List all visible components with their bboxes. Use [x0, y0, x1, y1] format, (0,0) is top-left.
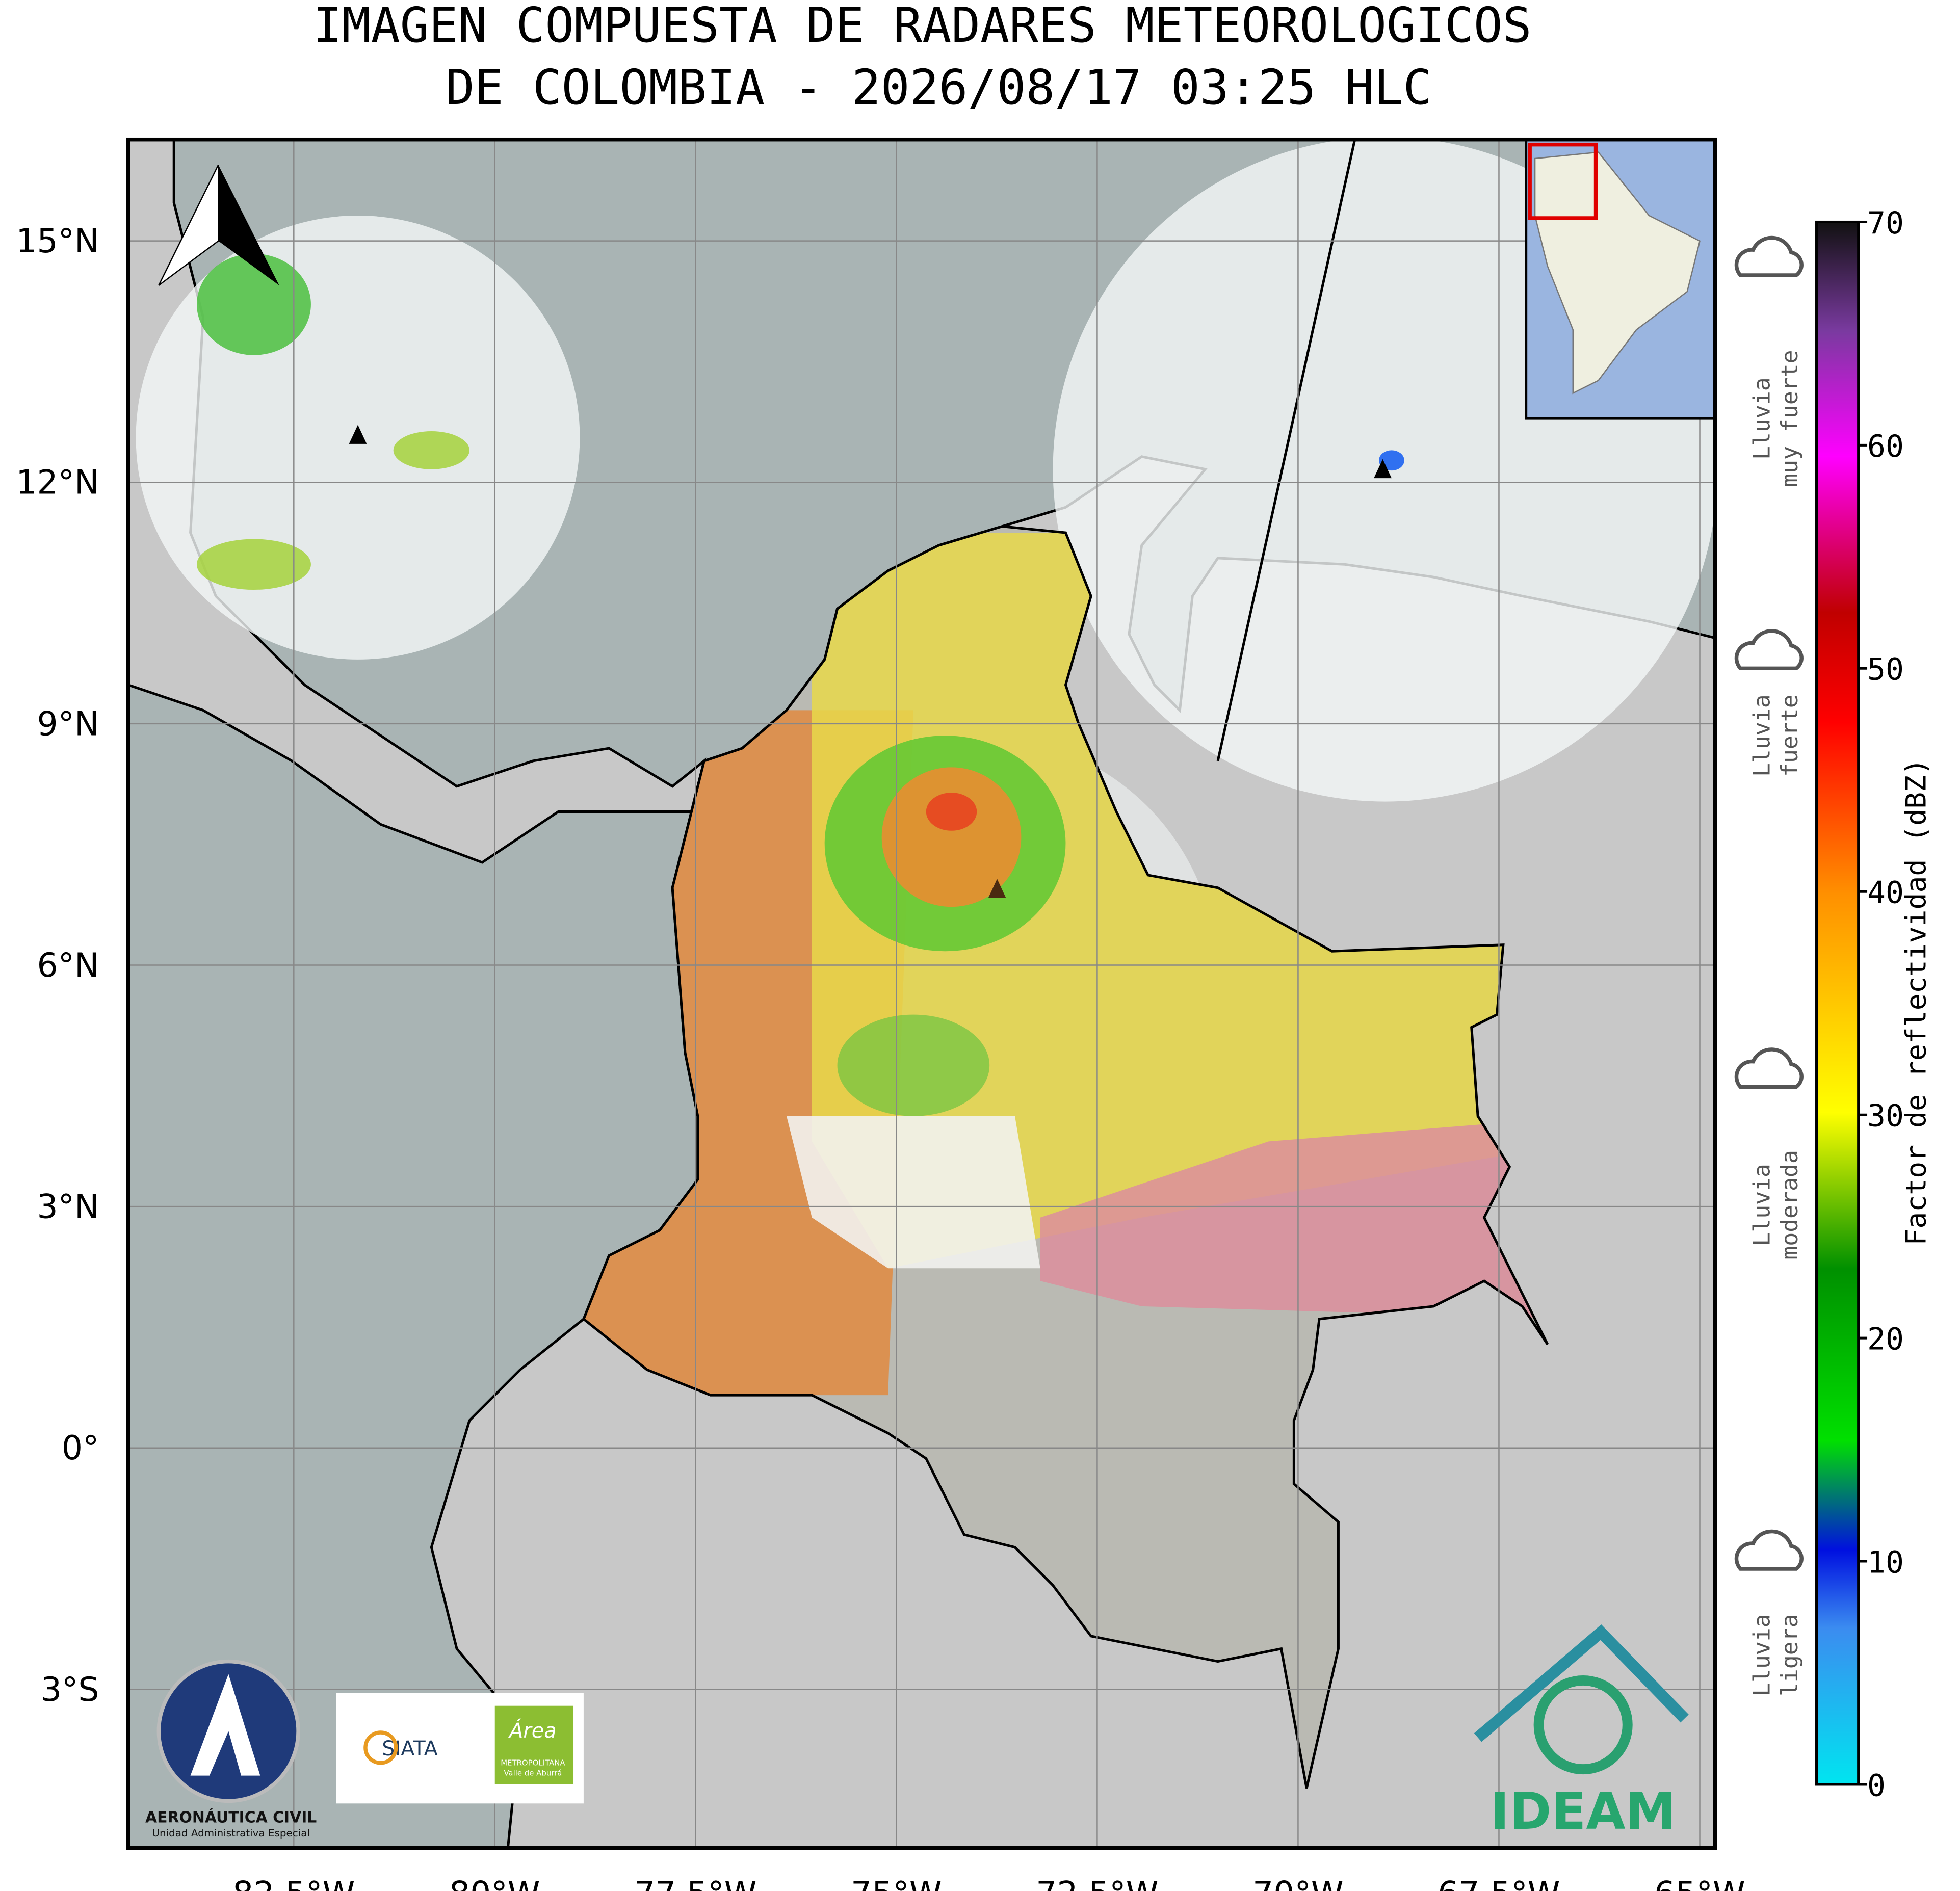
logo-text: IDEAM: [1491, 1782, 1676, 1841]
x-tick-label: 70°W: [1252, 1875, 1344, 1891]
logo-text: AERONÁUTICA CIVIL: [145, 1808, 317, 1827]
y-tick-label: 3°S: [41, 1671, 99, 1709]
radar-site: [349, 425, 367, 444]
rain-icon: [1734, 235, 1804, 277]
x-tick-label: 80°W: [449, 1875, 540, 1891]
colorbar: [1815, 220, 1860, 1786]
area-logo: [494, 1705, 574, 1784]
legend-text: fuerte: [1776, 694, 1803, 777]
legend-text: moderada: [1776, 1150, 1803, 1260]
logo-text: SIATA: [382, 1737, 438, 1761]
colorbar-tick-label: 30: [1867, 1099, 1904, 1134]
colombia-border: [582, 525, 1549, 1789]
colorbar-tick-label: 70: [1867, 206, 1904, 241]
logo-text: Valle de Aburrá: [504, 1769, 562, 1778]
rain-echo: [196, 539, 311, 590]
x-tick-label: 75°W: [851, 1875, 942, 1891]
x-tick-label: 72.5°W: [1036, 1875, 1158, 1891]
rain-echo: [837, 1014, 990, 1116]
graticule: [128, 139, 1715, 1848]
ideam-logo: [1474, 1624, 1689, 1742]
logo-text: Unidad Administrativa Especial: [152, 1827, 309, 1839]
rain-echo: [881, 767, 1022, 907]
rain-icon: [1734, 1047, 1804, 1089]
legend-text: Lluvia: [1748, 694, 1775, 777]
legend-text: Lluvia: [1748, 1164, 1775, 1246]
y-tick-label: 9°N: [37, 705, 99, 743]
colorbar-tick-label: 60: [1867, 429, 1904, 464]
y-tick-label: 0°: [62, 1429, 99, 1467]
rain-echo: [926, 793, 977, 831]
legend-text: Lluvia: [1748, 1614, 1775, 1696]
colorbar-label: Factor de reflectividad (dBZ): [1900, 758, 1932, 1246]
radar-site: [988, 879, 1006, 898]
inset-continent: [1534, 151, 1701, 395]
inset-extent: [1528, 142, 1598, 220]
title-line: DE COLOMBIA - 2026/08/17 03:25 HLC: [446, 60, 1432, 116]
x-tick-label: 77.5°W: [634, 1875, 756, 1891]
map-frame: [126, 137, 1717, 1850]
rain-echo: [393, 431, 469, 469]
radar-site: [1374, 459, 1392, 479]
legend-text: ligera: [1776, 1614, 1803, 1696]
siata-logo: [363, 1730, 398, 1765]
y-tick-label: 3°N: [37, 1188, 99, 1226]
region: [1040, 1116, 1548, 1319]
logo-text: METROPOLITANA: [501, 1758, 565, 1768]
colorbar-tick-label: 40: [1867, 876, 1904, 911]
title-line: IMAGEN COMPUESTA DE RADARES METEOROLOGIC…: [313, 0, 1532, 54]
colorbar-tick-label: 20: [1867, 1322, 1904, 1357]
region: [812, 533, 1548, 1269]
logo-text: Área: [508, 1719, 556, 1743]
colorbar-tick-label: 50: [1867, 652, 1904, 688]
aerocivil-logo: [190, 1674, 260, 1776]
rain-icon: [1734, 629, 1804, 671]
x-tick-label: 82.5°W: [232, 1875, 355, 1891]
rain-icon: [1734, 1529, 1804, 1571]
region: [787, 1116, 1040, 1269]
legend-text: muy fuerte: [1776, 350, 1803, 487]
x-tick-label: 65°W: [1654, 1875, 1745, 1891]
maritime-border: [1216, 139, 1356, 761]
colorbar-tick-label: 0: [1867, 1768, 1886, 1803]
y-tick-label: 12°N: [16, 464, 99, 502]
colorbar-tick-label: 10: [1867, 1545, 1904, 1580]
legend-text: Lluvia: [1748, 377, 1775, 460]
map: [128, 139, 1715, 1848]
x-tick-label: 67.5°W: [1438, 1875, 1560, 1891]
y-tick-label: 6°N: [37, 947, 99, 985]
rain-echo: [196, 253, 311, 355]
y-tick-label: 15°N: [16, 222, 99, 260]
ideam-logo: [1533, 1675, 1633, 1775]
